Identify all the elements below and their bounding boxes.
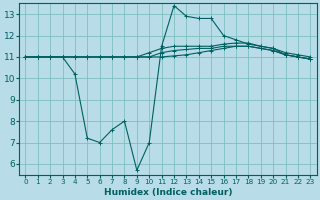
X-axis label: Humidex (Indice chaleur): Humidex (Indice chaleur) xyxy=(104,188,232,197)
